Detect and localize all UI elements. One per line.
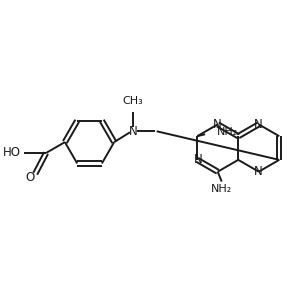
Text: N: N — [194, 153, 203, 167]
Text: N: N — [213, 118, 222, 131]
Text: O: O — [26, 171, 35, 184]
Text: NH₂: NH₂ — [211, 184, 232, 194]
Text: NH₂: NH₂ — [217, 127, 238, 137]
Text: N: N — [129, 125, 137, 138]
Text: N: N — [254, 165, 263, 178]
Text: CH₃: CH₃ — [123, 96, 143, 106]
Text: N: N — [254, 118, 263, 131]
Text: HO: HO — [3, 146, 21, 160]
